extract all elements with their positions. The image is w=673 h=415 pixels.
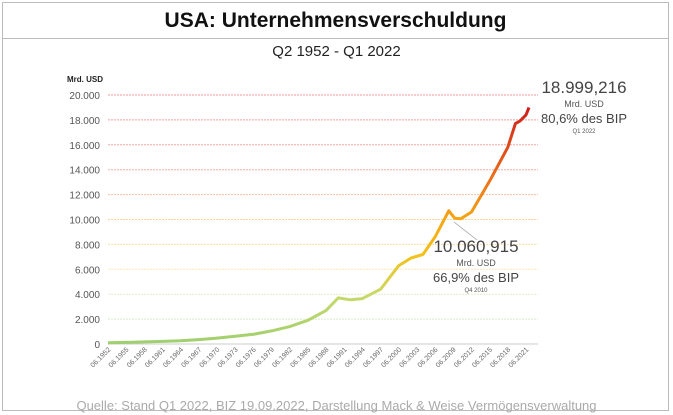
annotation-period: Q4 2010 xyxy=(464,288,488,294)
chart-frame: USA: Unternehmensverschuldung xyxy=(2,2,669,411)
x-tick-label: 06.2021 xyxy=(508,346,531,369)
chart-title: USA: Unternehmensverschuldung xyxy=(3,3,668,39)
annotation-pct: 66,9% des BIP xyxy=(433,270,519,285)
annotation-value: 18.999,216 xyxy=(541,78,626,97)
y-tick-label: 4.000 xyxy=(75,290,100,301)
annotation-latest: 18.999,216 Mrd. USD 80,6% des BIP Q1 202… xyxy=(541,78,627,135)
y-tick-label: 2.000 xyxy=(75,315,100,326)
y-tick-label: 18.000 xyxy=(69,116,100,127)
series-line xyxy=(107,106,531,345)
y-tick-label: 20.000 xyxy=(69,91,100,102)
y-tick-label: 6.000 xyxy=(75,265,100,276)
y-tick-label: 16.000 xyxy=(69,141,100,152)
y-tick-label: 14.000 xyxy=(69,166,100,177)
annotation-leader-line xyxy=(453,221,478,241)
annotation-q4-2010: 10.060,915 Mrd. USD 66,9% des BIP Q4 201… xyxy=(433,237,519,294)
y-tick-label: 12.000 xyxy=(69,191,100,202)
annotation-pct: 80,6% des BIP xyxy=(541,111,627,126)
annotation-period: Q1 2022 xyxy=(572,129,596,135)
y-tick-label: 10.000 xyxy=(69,216,100,227)
y-tick-label: 0 xyxy=(94,340,100,351)
y-tick-label: 8.000 xyxy=(75,240,100,251)
source-note: Quelle: Stand Q1 2022, BIZ 19.09.2022, D… xyxy=(76,398,597,413)
annotation-unit: Mrd. USD xyxy=(564,99,604,109)
annotation-value: 10.060,915 xyxy=(433,237,518,256)
chart-subtitle: Q2 1952 - Q1 2022 xyxy=(272,43,401,60)
y-axis-label: Mrd. USD xyxy=(67,75,103,84)
annotation-unit: Mrd. USD xyxy=(456,258,496,268)
